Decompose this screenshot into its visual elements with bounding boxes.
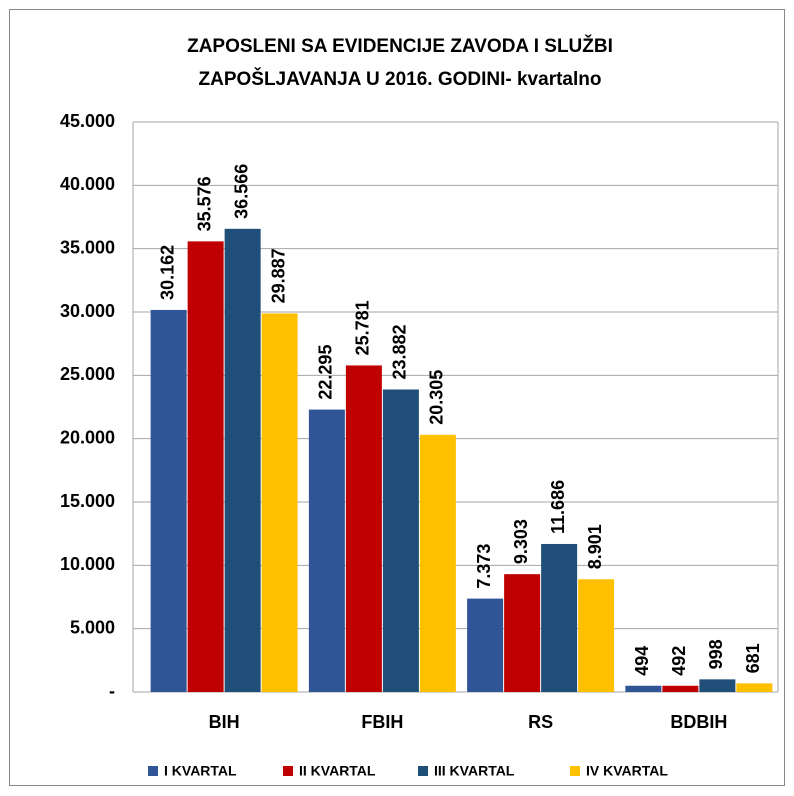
bar — [261, 313, 298, 692]
data-label: 29.887 — [268, 248, 288, 303]
x-tick-label: FBIH — [361, 712, 403, 732]
bar — [541, 543, 578, 692]
chart-title: ZAPOSLENI SA EVIDENCIJE ZAVODA I SLUŽBI — [187, 35, 613, 57]
bar — [504, 574, 541, 692]
bar — [662, 685, 699, 692]
data-label: 20.305 — [427, 370, 447, 425]
bar — [382, 389, 419, 692]
data-label: 11.686 — [548, 480, 568, 534]
x-tick-label: BDBIH — [670, 712, 727, 732]
legend-label: IV KVARTAL — [586, 763, 668, 779]
bar — [224, 228, 261, 692]
data-label: 492 — [669, 646, 689, 676]
bar — [345, 365, 382, 692]
y-tick-label: - — [109, 681, 115, 701]
y-tick-label: 15.000 — [60, 491, 115, 511]
y-tick-label: 10.000 — [60, 554, 115, 574]
data-label: 25.781 — [353, 300, 373, 355]
y-tick-label: 45.000 — [60, 111, 115, 131]
data-label: 7.373 — [474, 544, 494, 589]
data-label: 681 — [743, 643, 763, 673]
data-label: 22.295 — [316, 345, 336, 400]
bar — [150, 309, 187, 692]
legend-swatch — [570, 766, 580, 776]
y-tick-label: 35.000 — [60, 237, 115, 257]
legend-label: II KVARTAL — [299, 763, 376, 779]
data-label: 494 — [632, 646, 652, 676]
bar — [187, 241, 224, 692]
legend-label: III KVARTAL — [434, 763, 515, 779]
data-label: 998 — [706, 639, 726, 669]
data-label: 36.566 — [231, 164, 251, 219]
x-tick-label: BIH — [209, 712, 240, 732]
bar — [419, 434, 456, 692]
bar — [308, 409, 345, 692]
bar — [699, 679, 736, 692]
data-label: 35.576 — [194, 176, 214, 231]
y-tick-label: 30.000 — [60, 301, 115, 321]
bar — [736, 683, 773, 692]
data-label: 23.882 — [390, 324, 410, 379]
legend-label: I KVARTAL — [164, 763, 237, 779]
y-tick-label: 20.000 — [60, 427, 115, 447]
data-label: 30.162 — [157, 245, 177, 300]
legend-swatch — [148, 766, 158, 776]
chart-title: ZAPOŠLJAVANJA U 2016. GODINI- kvartalno — [199, 68, 602, 90]
y-tick-label: 5.000 — [70, 617, 115, 637]
legend-swatch — [283, 766, 293, 776]
bar — [578, 579, 615, 692]
data-label: 8.901 — [585, 524, 605, 569]
y-tick-label: 25.000 — [60, 364, 115, 384]
data-label: 9.303 — [511, 519, 531, 564]
x-tick-label: RS — [528, 712, 553, 732]
y-tick-label: 40.000 — [60, 174, 115, 194]
legend-swatch — [418, 766, 428, 776]
bar — [625, 685, 662, 692]
bar — [467, 598, 504, 692]
